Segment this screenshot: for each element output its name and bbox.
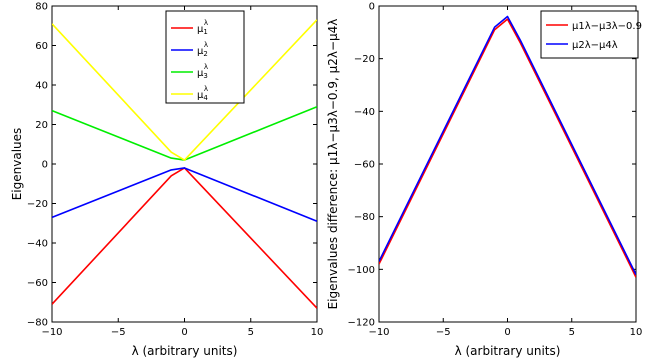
x-tick-label: 0 — [181, 327, 187, 338]
y-tick-label: −60 — [354, 160, 375, 171]
x-tick-label: 10 — [630, 327, 643, 338]
y-tick-label: 60 — [35, 41, 48, 52]
y-tick-label: −100 — [348, 265, 375, 276]
x-tick-label: −10 — [41, 327, 62, 338]
y-tick-label: −40 — [27, 239, 48, 250]
y-tick-label: −60 — [27, 278, 48, 289]
legend-entry: μ1λ−μ3λ−0.9 — [572, 21, 642, 32]
y-tick-label: 0 — [42, 160, 48, 171]
y-tick-label: 0 — [369, 2, 375, 13]
legend-entry: μ2λ−μ4λ — [572, 40, 618, 51]
x-axis-label: λ (arbitrary units) — [132, 344, 238, 358]
x-tick-label: 0 — [504, 327, 510, 338]
y-tick-label: −80 — [27, 318, 48, 329]
chart-2: −10 −5 0 5 10 −120 −100 −80 −60 −40 −20 0 λ (arbitra… — [326, 2, 642, 359]
x-tick-label: 10 — [311, 327, 324, 338]
y-axis-label: Eigenvalues — [10, 128, 24, 201]
x-tick-label: 5 — [569, 327, 575, 338]
y-tick-label: 40 — [35, 81, 48, 92]
y-tick-label: −20 — [354, 54, 375, 65]
y-tick-label: −120 — [348, 318, 375, 329]
y-tick-label: −40 — [354, 107, 375, 118]
x-axis-label: λ (arbitrary units) — [455, 344, 561, 358]
y-tick-label: 80 — [35, 2, 48, 13]
x-tick-label: −5 — [111, 327, 126, 338]
y-tick-label: −80 — [354, 212, 375, 223]
chart-1: −10 −5 0 5 10 −80 −60 −40 −20 0 20 40 60 80 λ (arbitra… — [10, 2, 323, 359]
y-tick-label: −20 — [27, 199, 48, 210]
x-tick-label: −10 — [368, 327, 389, 338]
y-tick-label: 20 — [35, 120, 48, 131]
y-axis-label: Eigenvalues difference: μ1λ−μ3λ−0.9, μ2λ… — [326, 19, 340, 310]
x-tick-label: 5 — [248, 327, 254, 338]
x-tick-label: −5 — [436, 327, 451, 338]
